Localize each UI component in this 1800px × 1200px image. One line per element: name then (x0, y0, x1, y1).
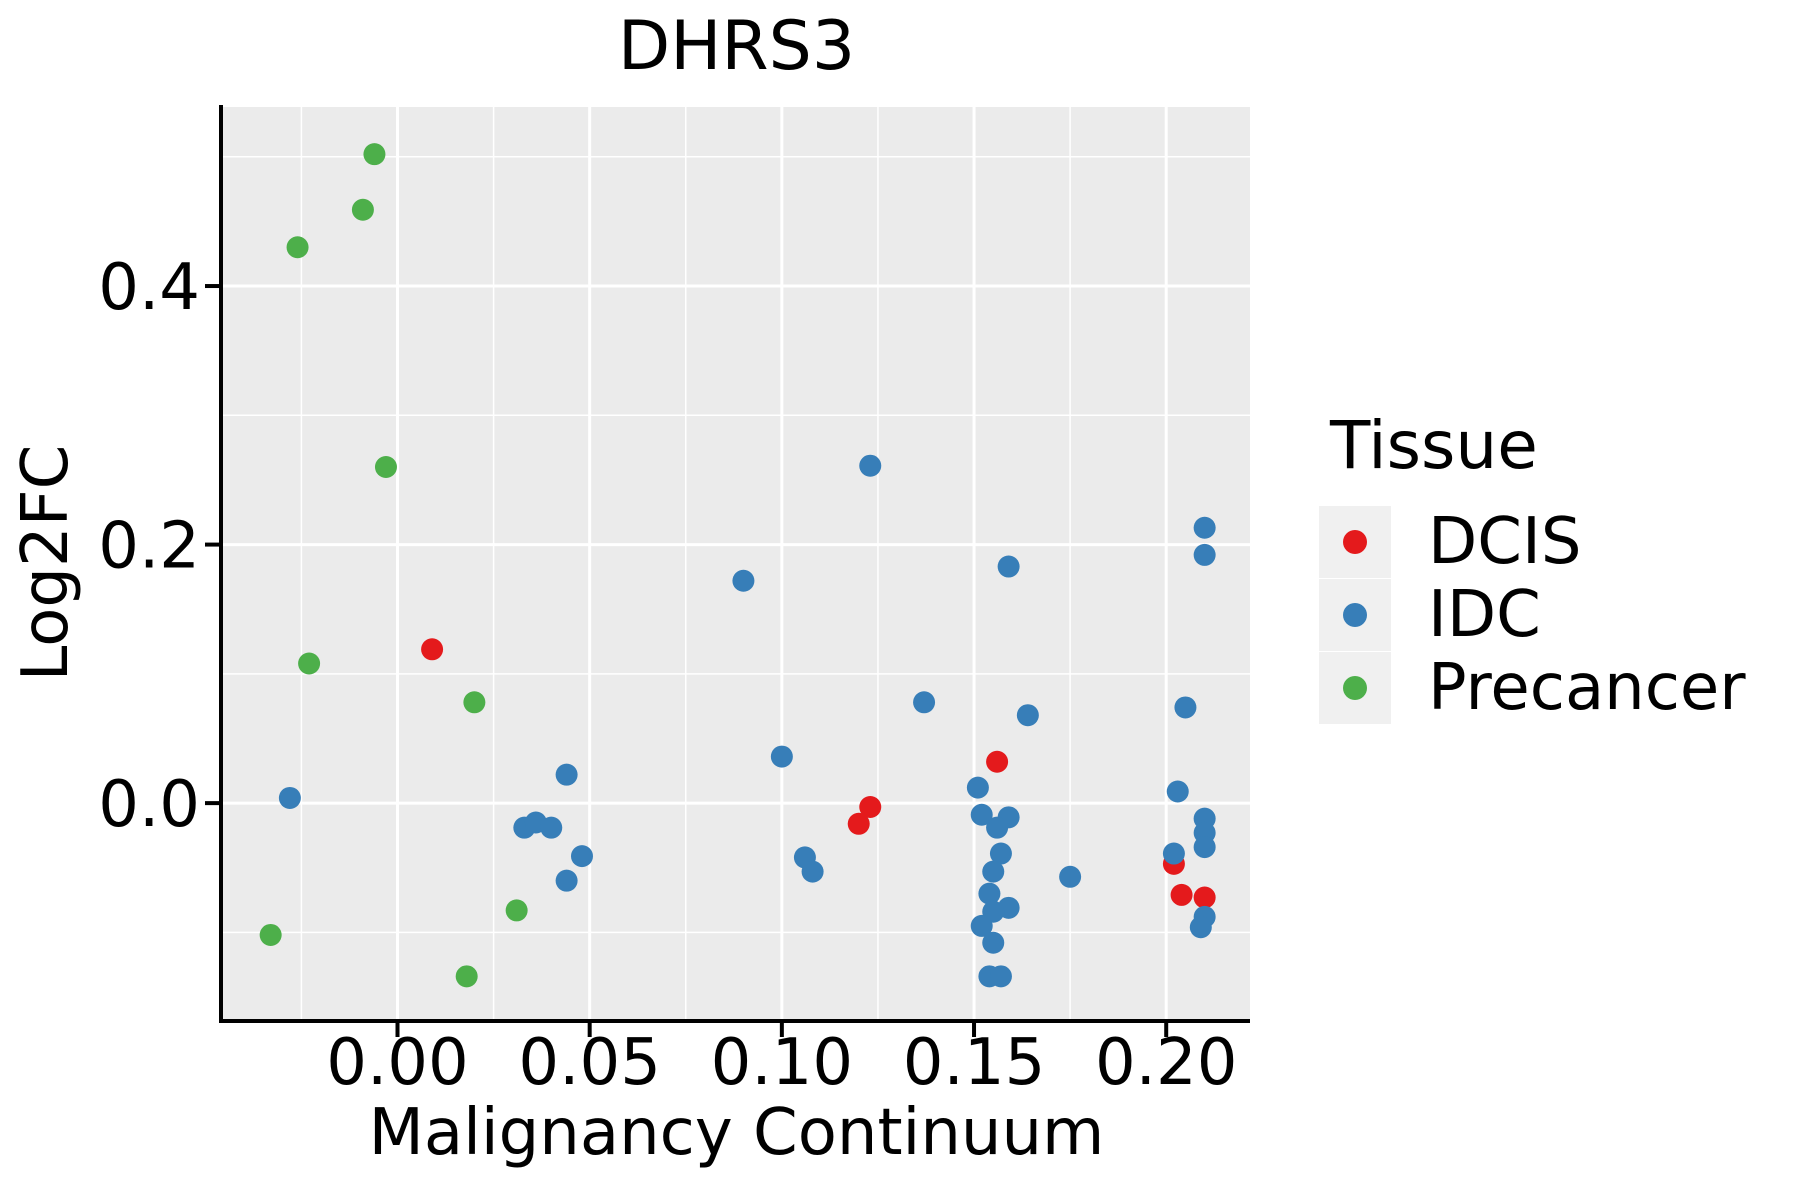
scatter-point-idc (555, 763, 578, 786)
chart-title: DHRS3 (617, 7, 856, 86)
scatter-point-idc (1174, 696, 1197, 719)
legend: Tissue DCIS IDC Precancer (1319, 405, 1789, 765)
scatter-point-precancer (455, 965, 478, 988)
scatter-point-idc (859, 454, 882, 477)
scatter-point-precancer (351, 198, 374, 221)
scatter-point-idc (1166, 780, 1189, 803)
y-tick-label: 0.0 (98, 768, 200, 842)
legend-key-idc (1319, 579, 1391, 651)
scatter-point-idc (966, 776, 989, 799)
legend-key-precancer (1319, 652, 1391, 724)
scatter-point-idc (989, 965, 1012, 988)
scatter-point-idc (732, 569, 755, 592)
scatter-point-precancer (505, 899, 528, 922)
scatter-point-idc (1193, 516, 1216, 539)
scatter-point-idc (1059, 865, 1082, 888)
scatter-point-idc (986, 816, 1009, 839)
scatter-point-dcis (1170, 883, 1193, 906)
scatter-point-idc (1016, 704, 1039, 727)
scatter-point-idc (997, 555, 1020, 578)
legend-label-idc: IDC (1428, 578, 1541, 652)
scatter-point-dcis (859, 795, 882, 818)
scatter-point-dcis (1193, 886, 1216, 909)
plot-panel (223, 107, 1250, 1019)
legend-key-dcis (1319, 506, 1391, 578)
scatter-point-precancer (286, 236, 309, 259)
x-axis-label: Malignancy Continuum (368, 1096, 1105, 1170)
x-tick-label: 0.00 (326, 1026, 469, 1100)
idc-dot-icon (1343, 603, 1367, 627)
scatter-point-idc (913, 691, 936, 714)
x-tick-label: 0.15 (903, 1026, 1046, 1100)
y-tick-label: 0.4 (98, 251, 200, 325)
scatter-point-idc (801, 860, 824, 883)
scatter-point-idc (970, 803, 993, 826)
scatter-point-dcis (421, 638, 444, 661)
scatter-point-idc (1193, 836, 1216, 859)
legend-label-precancer: Precancer (1428, 651, 1746, 725)
scatter-point-idc (1193, 543, 1216, 566)
scatter-point-precancer (259, 923, 282, 946)
scatter-point-idc (982, 860, 1005, 883)
legend-title: Tissue (1330, 407, 1538, 484)
scatter-point-idc (989, 842, 1012, 865)
scatter-point-idc (540, 816, 563, 839)
scatter-point-idc (278, 786, 301, 809)
scatter-point-idc (1162, 842, 1185, 865)
scatter-point-idc (978, 882, 1001, 905)
scatter-point-idc (982, 931, 1005, 954)
x-tick-label: 0.10 (711, 1026, 854, 1100)
dcis-dot-icon (1343, 530, 1367, 554)
x-tick-label: 0.20 (1095, 1026, 1238, 1100)
scatter-point-precancer (463, 691, 486, 714)
x-tick-label: 0.05 (518, 1026, 661, 1100)
scatter-point-dcis (986, 750, 1009, 773)
scatter-point-idc (1189, 916, 1212, 939)
y-tick-label: 0.2 (98, 510, 200, 584)
scatter-point-idc (555, 869, 578, 892)
scatter-point-dcis (847, 812, 870, 835)
scatter-point-idc (970, 914, 993, 937)
precancer-dot-icon (1343, 676, 1367, 700)
scatter-point-idc (570, 845, 593, 868)
scatter-point-precancer (298, 652, 321, 675)
scatter-point-precancer (374, 456, 397, 479)
scatter-point-precancer (363, 143, 386, 166)
legend-label-dcis: DCIS (1428, 505, 1582, 579)
scatter-point-idc (770, 745, 793, 768)
y-axis-label: Log2FC (8, 444, 83, 682)
